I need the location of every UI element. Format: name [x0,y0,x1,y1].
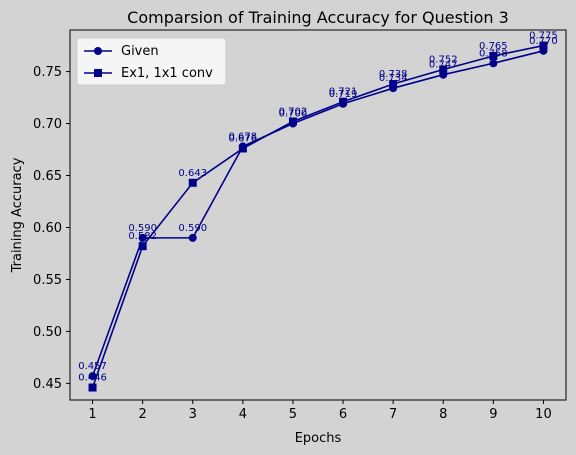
data-label: 0.643 [178,168,207,179]
x-tick-label: 4 [239,407,247,422]
data-point-square [89,384,97,392]
data-label: 0.457 [78,361,107,372]
x-axis-label: Epochs [295,431,342,446]
x-tick-label: 9 [489,407,497,422]
y-tick-label: 0.60 [33,221,62,236]
data-label: 0.446 [78,373,107,384]
x-tick-label: 6 [339,407,347,422]
data-point-circle [189,234,197,242]
x-tick-label: 7 [389,407,397,422]
y-tick-label: 0.70 [33,117,62,132]
x-tick-label: 8 [439,407,447,422]
legend-marker-given [94,47,102,55]
y-tick-label: 0.65 [33,169,62,184]
data-point-square [189,179,197,187]
y-axis-label: Training Accuracy [10,157,25,273]
data-point-square [139,242,147,250]
data-label: 0.676 [229,133,258,144]
legend-label-given: Given [121,44,159,59]
data-point-circle [489,59,497,67]
y-tick-label: 0.75 [33,65,62,80]
x-tick-label: 3 [189,407,197,422]
legend: Given Ex1, 1x1 conv [77,38,226,85]
y-tick-label: 0.55 [33,273,62,288]
data-label: 0.721 [329,87,358,98]
data-label: 0.775 [529,31,558,42]
legend-label-ex1: Ex1, 1x1 conv [121,66,213,81]
data-label: 0.582 [128,231,157,242]
data-point-square [239,144,247,152]
x-tick-label: 2 [139,407,147,422]
data-label: 0.765 [479,41,508,52]
x-tick-label: 10 [535,407,552,422]
x-tick-label: 1 [88,407,96,422]
x-axis-ticks: 1 2 3 4 5 6 7 8 9 10 [88,400,551,422]
y-axis-ticks: 0.45 0.50 0.55 0.60 0.65 0.70 0.75 [33,65,70,392]
data-label: 0.702 [279,106,308,117]
y-tick-label: 0.45 [33,377,62,392]
y-tick-label: 0.50 [33,325,62,340]
legend-marker-ex1 [94,69,102,77]
chart-title: Comparsion of Training Accuracy for Ques… [127,8,509,27]
data-label: 0.590 [178,223,207,234]
x-tick-label: 5 [289,407,297,422]
data-label: 0.752 [429,54,458,65]
data-label: 0.738 [379,69,408,80]
